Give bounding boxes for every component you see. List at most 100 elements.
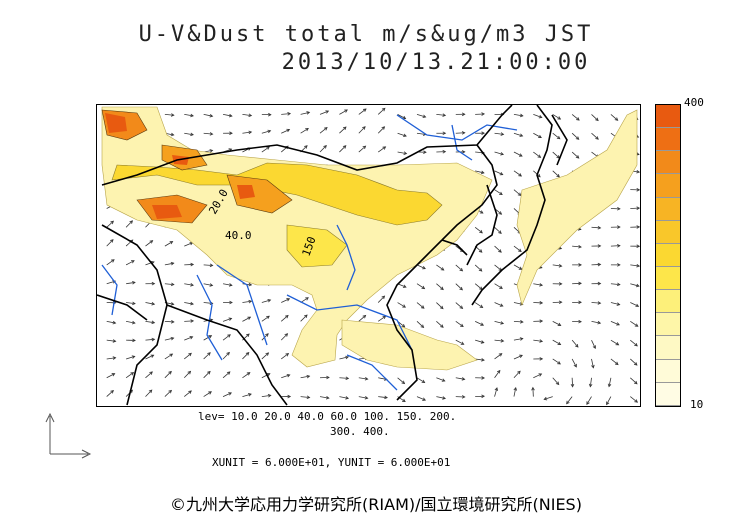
wind-arrow [494,189,503,195]
dust-area-high-4 [226,174,293,214]
wind-arrow-head [284,333,289,337]
wind-arrow-head [617,225,621,229]
wind-arrow-head [306,111,311,115]
wind-arrow-head [633,362,638,366]
wind-arrow-head [422,397,427,401]
wind-arrow [436,264,444,271]
wind-arrow [455,302,463,309]
wind-arrow-head [616,282,621,287]
wind-arrow [571,358,577,368]
wind-arrow-head [513,386,518,391]
wind-arrow [552,170,560,178]
wind-arrow [630,264,640,267]
wind-arrow-head [481,376,485,380]
wind-arrow-head [247,316,252,320]
wind-arrow [566,396,573,404]
wind-arrow-head [500,339,505,343]
wind-arrow [184,352,192,360]
wind-arrow [242,372,251,379]
wind-arrow-head [362,108,367,112]
wind-arrow [589,377,592,387]
wind-arrow [513,114,523,117]
wind-arrow-head [207,352,211,356]
wind-arrow-head [382,146,387,150]
wind-arrow-head [305,127,309,132]
wind-arrow [145,389,153,397]
wind-arrow [183,371,191,379]
wind-arrow [397,377,405,384]
wind-arrow [397,132,407,137]
wind-arrow-head [287,112,292,116]
wind-arrow [474,283,483,290]
wind-arrow [436,396,446,399]
wind-arrow [126,282,136,285]
wind-arrow [416,283,425,289]
wind-arrow-head [636,263,640,268]
wind-arrow-head [304,314,308,319]
wind-arrow-head [151,281,156,286]
wind-arrow [164,337,174,341]
wind-arrow [494,302,503,307]
wind-arrow-head [578,263,582,267]
wind-arrow [586,396,592,405]
legend-swatch [656,220,680,244]
wind-arrow-head [498,353,503,357]
wind-arrow-head [636,206,640,210]
wind-arrow-head [576,117,580,121]
wind-arrow-head [207,370,211,375]
wind-arrow-head [500,132,505,136]
wind-arrow [630,283,640,287]
wind-arrow [280,353,289,360]
wind-arrow [203,391,212,397]
wind-arrow-head [481,358,485,362]
wind-arrow [436,283,444,290]
legend-swatch [656,266,680,291]
wind-arrow-head [595,136,599,140]
wind-arrow [494,320,504,324]
wind-arrow [164,241,173,247]
wind-arrow-head [461,395,466,399]
wind-arrow [106,357,116,360]
wind-arrow [145,261,155,266]
wind-arrow-head [636,188,640,192]
wind-arrow-head [556,135,561,140]
wind-arrow [513,132,523,137]
wind-arrow [358,396,368,399]
wind-arrow [630,377,638,385]
wind-arrow [494,245,502,253]
wind-arrow [610,283,620,286]
wind-arrow [610,302,620,306]
wind-arrow-head [169,241,174,245]
wind-arrow-head [402,284,407,288]
wind-arrow [164,114,174,116]
wind-arrow [222,283,232,286]
wind-arrow [106,390,114,397]
contour-levels-line2: 300. 400. [330,425,390,438]
wind-arrow-head [556,173,560,178]
wind-arrow [571,339,579,348]
wind-arrow-head [420,324,425,329]
wind-arrow [184,336,193,341]
wind-arrow [455,339,464,345]
wind-arrow-head [494,387,499,391]
wind-arrow-head [131,320,136,325]
wind-arrow-head [421,285,426,290]
wind-arrow [145,240,153,247]
wind-arrow-head [499,303,504,307]
legend-max-label: 400 [684,96,704,109]
wind-arrow [494,387,498,397]
wind-arrow [436,377,445,382]
wind-arrow [455,283,463,291]
wind-arrow-head [461,150,466,154]
wind-arrow-head [151,301,156,306]
unit-vector-scale: XUNIT = 6.000E+01, YUNIT = 6.000E+01 [212,456,451,469]
wind-arrow-head [189,336,194,340]
wind-arrow-head [614,361,619,366]
wind-arrow-head [634,399,639,403]
wind-arrow-head [286,128,291,133]
wind-arrow-head [170,319,175,324]
wind-arrow-head [592,345,596,350]
wind-arrow-head [460,323,464,328]
wind-arrow [513,245,522,252]
wind-arrow [106,339,116,342]
